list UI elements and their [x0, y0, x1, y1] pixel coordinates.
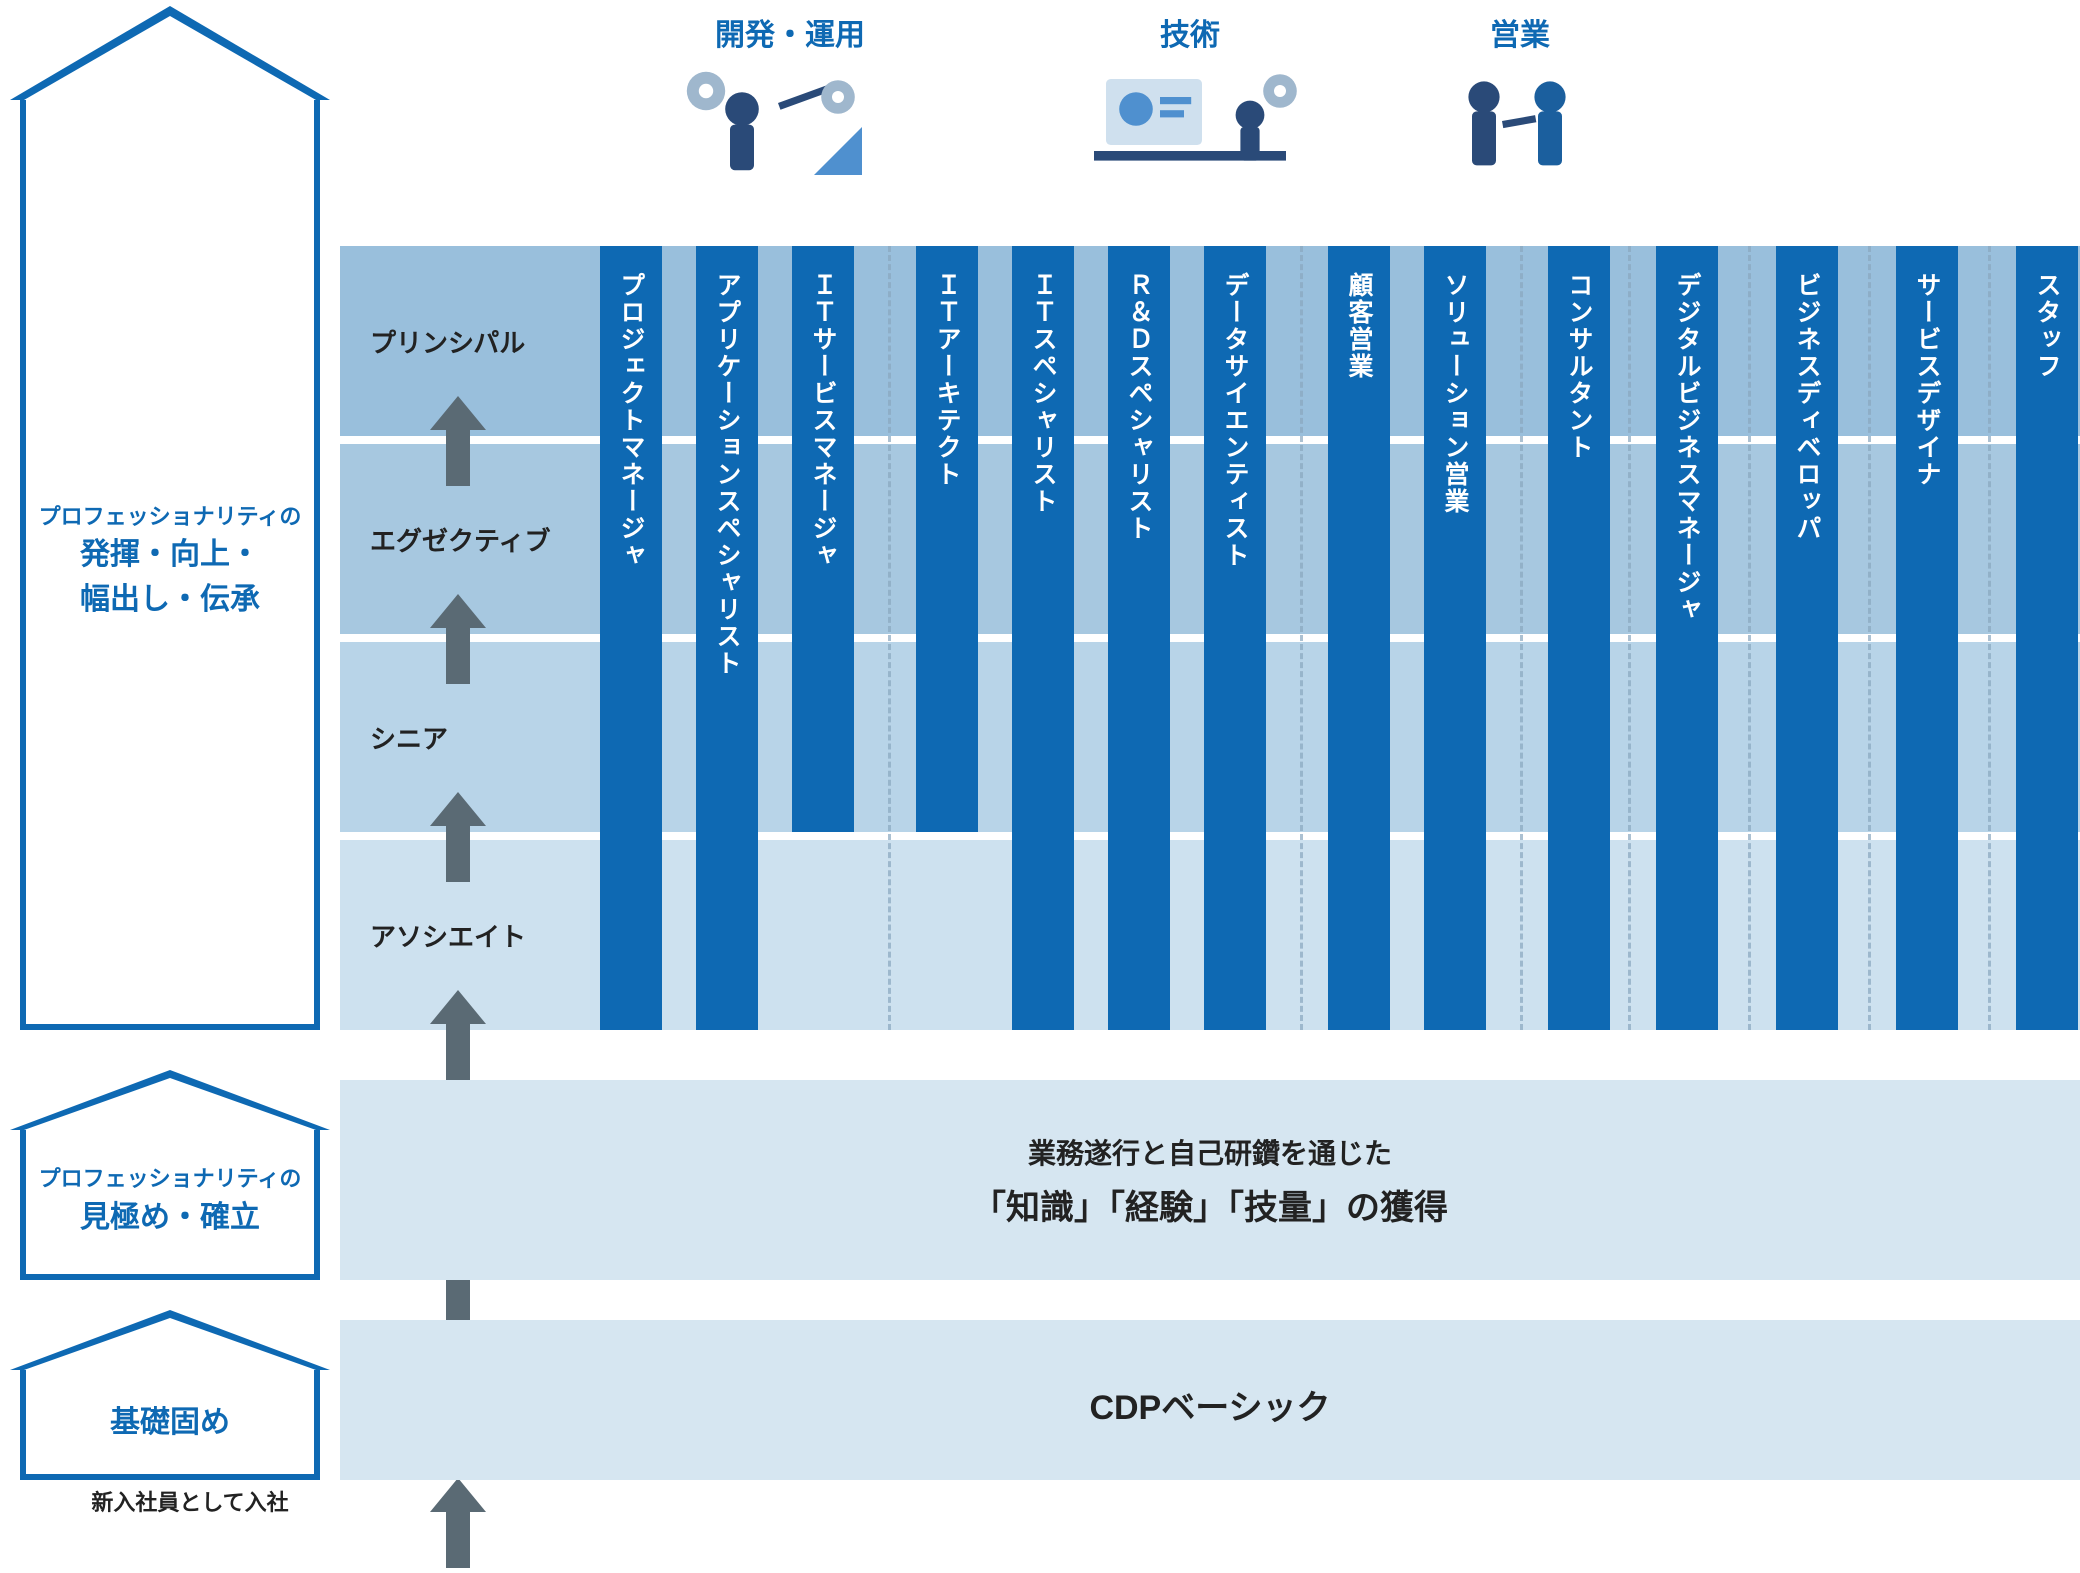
stage-mid-box: プロフェッショナリティの 見極め・確立 — [20, 1130, 320, 1280]
entry-note: 新入社員として入社 — [40, 1485, 340, 1517]
group-separator — [888, 246, 891, 1030]
up-arrow-icon — [430, 1478, 486, 1568]
role-label: ＩＴスペシャリスト — [1025, 272, 1061, 1030]
group-separator — [1748, 246, 1751, 1030]
role-label: データサイエンティスト — [1217, 272, 1253, 1030]
band-knowledge: 業務遂行と自己研鑽を通じた 「知識」「経験」「技量」の獲得 — [340, 1080, 2080, 1280]
category-illustration — [1070, 55, 1310, 235]
stage-top-big: 発揮・向上・幅出し・伝承 — [39, 532, 302, 622]
role-column: コンサルタント — [1548, 246, 1610, 1030]
stage-bot-big: 基礎固め — [110, 1400, 230, 1445]
role-column: サービスデザイナ — [1896, 246, 1958, 1030]
role-column: Ｒ＆Ｄスペシャリスト — [1108, 246, 1170, 1030]
left-column: プロフェッショナリティの 発揮・向上・幅出し・伝承 プロフェッショナリティの 見… — [20, 0, 320, 1519]
category-header: 営業 — [1400, 10, 1640, 54]
band2-line2: CDPベーシック — [1089, 1380, 1330, 1429]
role-column: ＩＴアーキテクト — [916, 246, 978, 832]
role-label: ソリューション営業 — [1437, 272, 1473, 1030]
right-column: 開発・運用技術営業 プリンシパルエグゼクティブシニアアソシエイト プロジェクトマ… — [340, 0, 2080, 1519]
role-label: デジタルビジネスマネージャ — [1669, 272, 1705, 1030]
level-label: シニア — [340, 719, 560, 756]
role-column: デジタルビジネスマネージャ — [1656, 246, 1718, 1030]
group-separator — [1628, 246, 1631, 1030]
up-arrow-icon — [430, 990, 486, 1080]
up-arrow-icon — [430, 396, 486, 486]
role-column: プロジェクトマネージャ — [600, 246, 662, 1030]
stage-top-box: プロフェッショナリティの 発揮・向上・幅出し・伝承 — [20, 100, 320, 1030]
role-column: 顧客営業 — [1328, 246, 1390, 1030]
role-column: ＩＴスペシャリスト — [1012, 246, 1074, 1030]
level-label: アソシエイト — [340, 917, 560, 954]
band-cdp: CDPベーシック — [340, 1320, 2080, 1480]
level-label: プリンシパル — [340, 323, 560, 360]
group-separator — [1300, 246, 1303, 1030]
category-header: 開発・運用 — [600, 10, 980, 54]
stage-mid-small: プロフェッショナリティの — [39, 1164, 302, 1195]
role-column: ソリューション営業 — [1424, 246, 1486, 1030]
category-header: 技術 — [1000, 10, 1380, 54]
grid-zone: プリンシパルエグゼクティブシニアアソシエイト プロジェクトマネージャ アプリケーシ… — [340, 246, 2080, 1030]
group-separator — [1868, 246, 1871, 1030]
role-label: プロジェクトマネージャ — [613, 272, 649, 1030]
category-illustration — [670, 55, 910, 235]
group-separator — [1520, 246, 1523, 1030]
role-label: ビジネスディベロッパ — [1789, 272, 1825, 1030]
category-illustration — [1400, 55, 1640, 235]
role-column: スタッフ — [2016, 246, 2078, 1030]
role-label: アプリケーションスペシャリスト — [709, 272, 745, 1030]
band1-line1: 業務遂行と自己研鑽を通じた — [1028, 1132, 1392, 1172]
role-column: アプリケーションスペシャリスト — [696, 246, 758, 1030]
level-label: エグゼクティブ — [340, 521, 560, 558]
role-label: ＩＴサービスマネージャ — [805, 272, 841, 832]
stage-top-small: プロフェッショナリティの — [39, 502, 302, 533]
group-separator — [1988, 246, 1991, 1030]
role-column: ビジネスディベロッパ — [1776, 246, 1838, 1030]
band1-line2: 「知識」「経験」「技量」の獲得 — [972, 1180, 1448, 1229]
role-label: サービスデザイナ — [1909, 272, 1945, 1030]
up-arrow-icon — [430, 594, 486, 684]
role-label: Ｒ＆Ｄスペシャリスト — [1121, 272, 1157, 1030]
role-label: コンサルタント — [1561, 272, 1597, 1030]
up-arrow-icon — [430, 792, 486, 882]
stage-bot-box: 基礎固め — [20, 1370, 320, 1480]
role-label: 顧客営業 — [1341, 272, 1377, 1030]
role-column: データサイエンティスト — [1204, 246, 1266, 1030]
role-column: ＩＴサービスマネージャ — [792, 246, 854, 832]
role-label: スタッフ — [2029, 272, 2065, 1030]
stage-mid-big: 見極め・確立 — [39, 1195, 302, 1240]
role-label: ＩＴアーキテクト — [929, 272, 965, 832]
